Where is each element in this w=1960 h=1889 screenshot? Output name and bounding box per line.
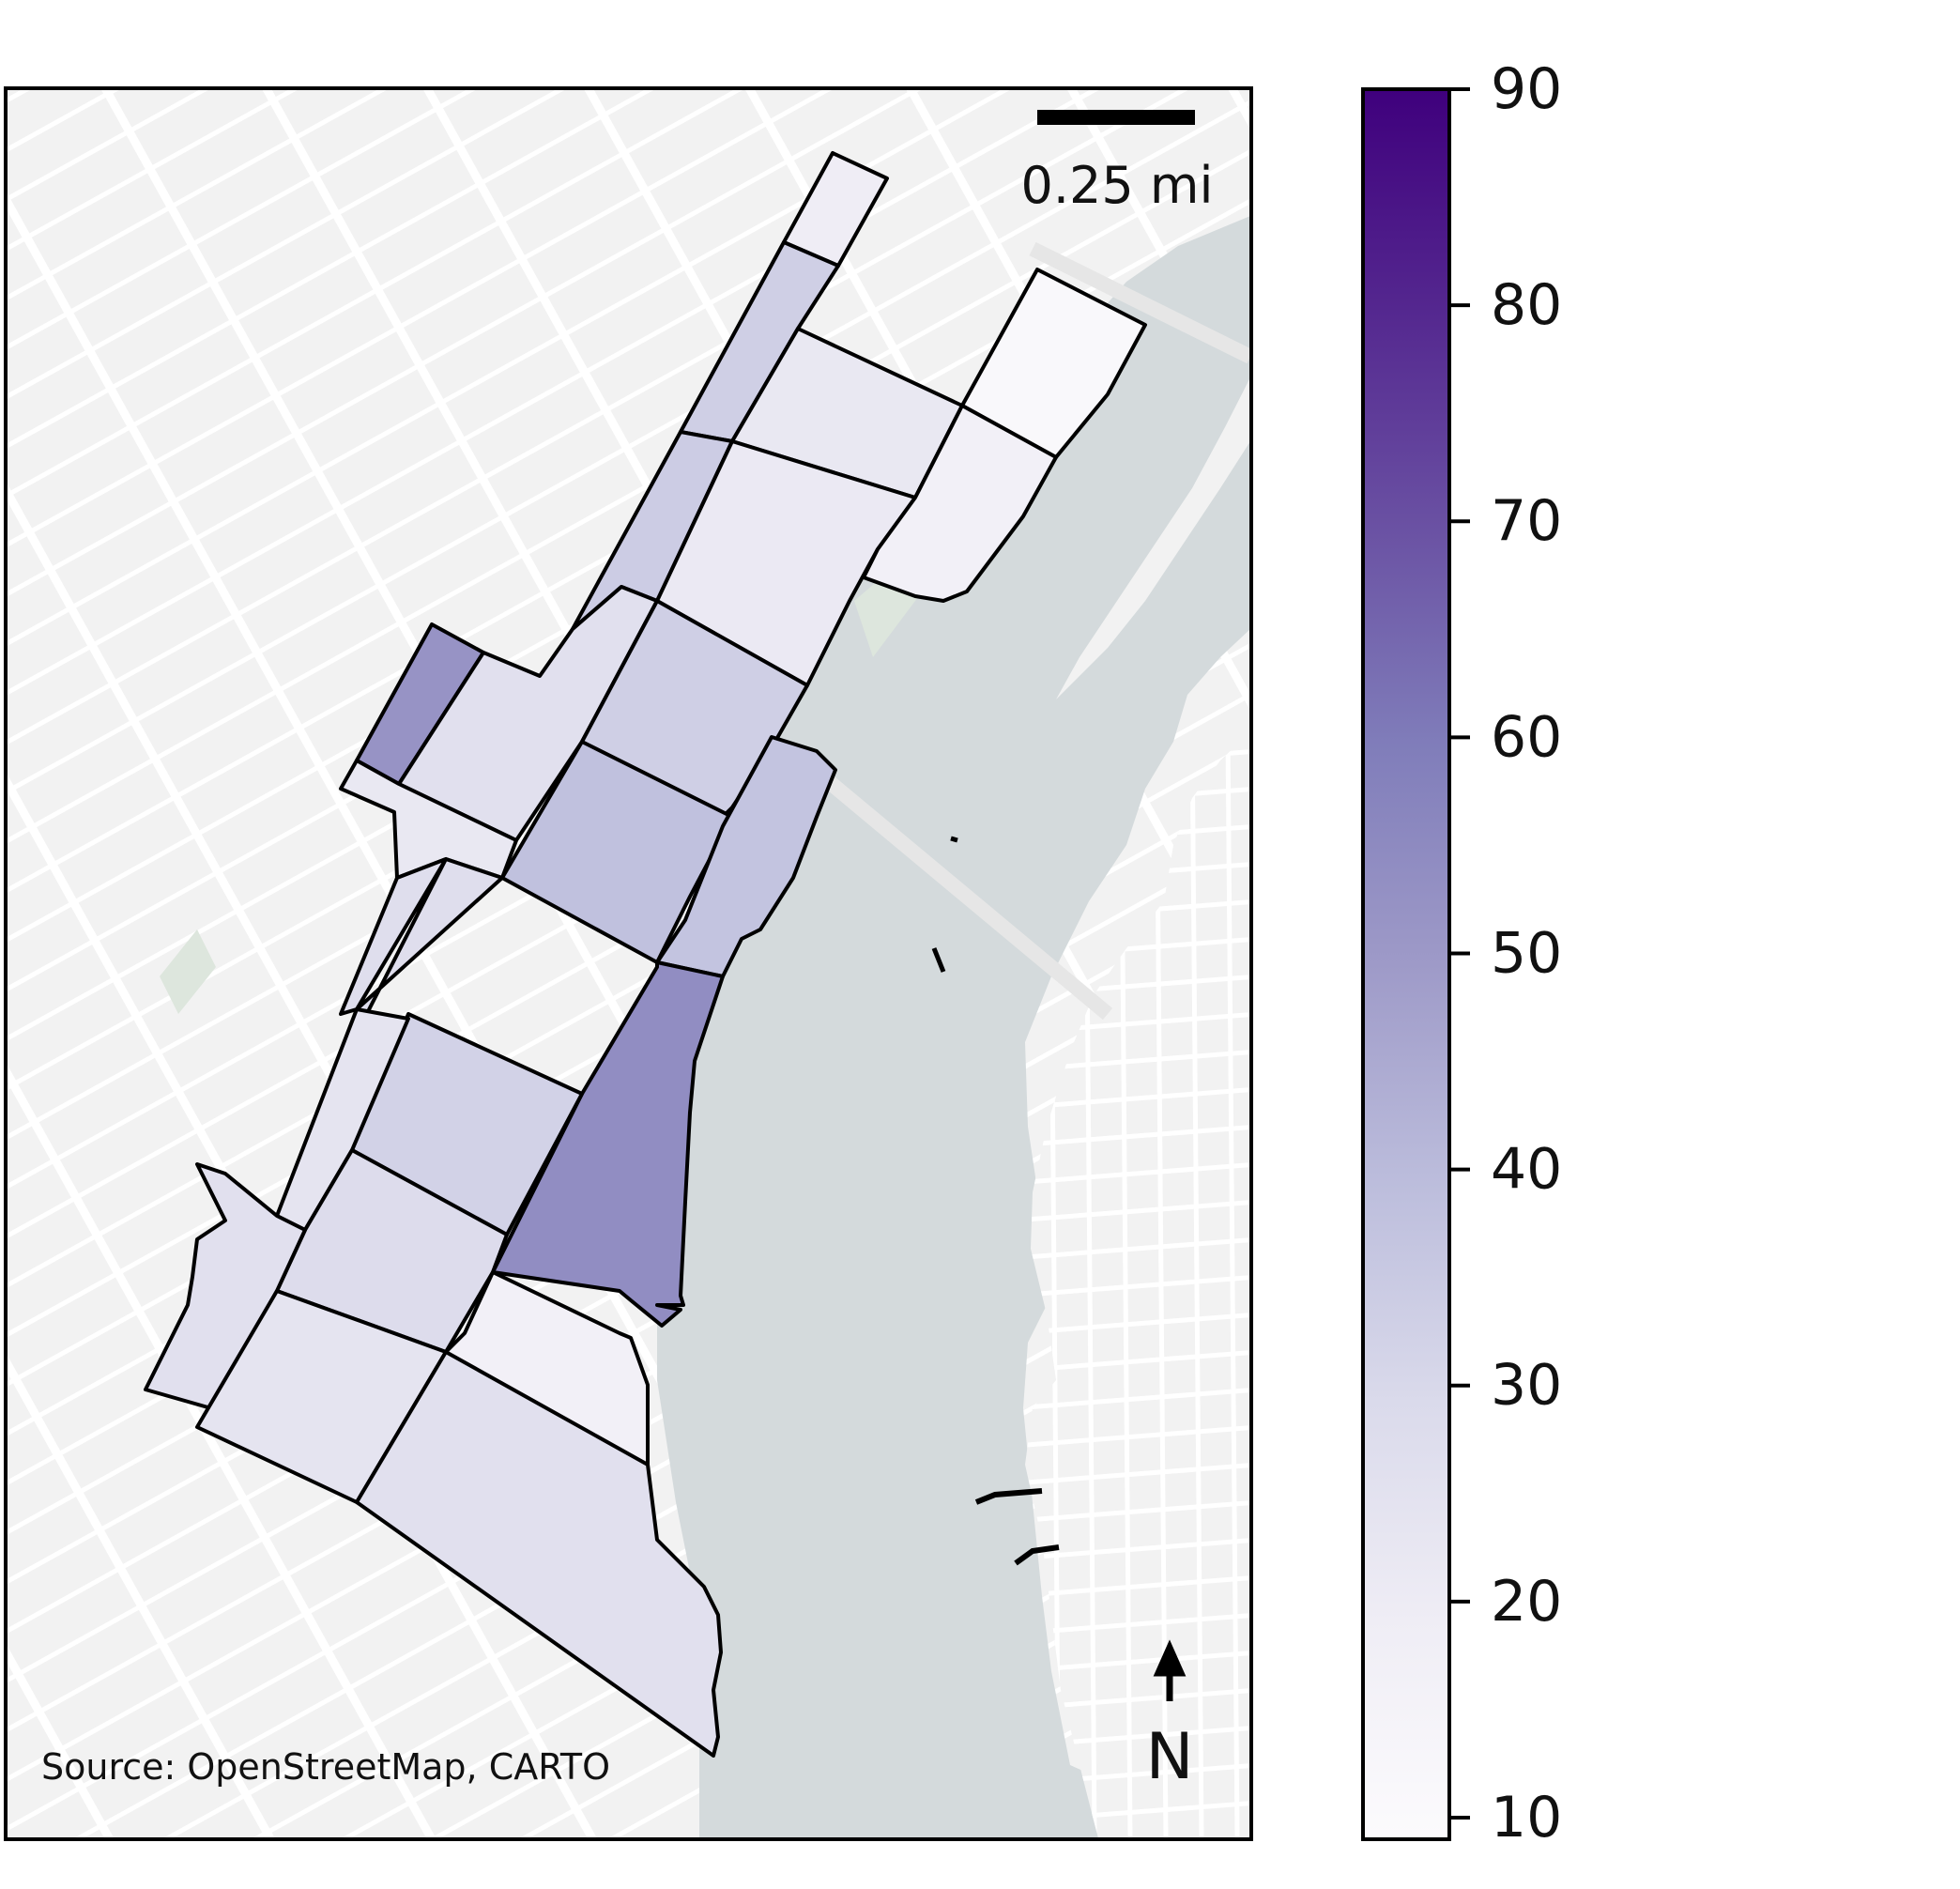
basemap-street: [1189, 732, 1204, 1838]
basemap-street: [7, 89, 1047, 99]
basemap-avenue: [70, 89, 1250, 1838]
basemap-street: [0, 0, 1024, 58]
north-arrow-icon: [1153, 1639, 1187, 1701]
basemap-street: [7, 1024, 1250, 1838]
colorbar-tick-label: 90: [1491, 56, 1562, 122]
colorbar-tick-label: 10: [1491, 1785, 1562, 1851]
colorbar-tick-label: 30: [1491, 1353, 1562, 1419]
attribution-text: Source: OpenStreetMap, CARTO: [41, 1746, 610, 1788]
basemap-street: [7, 89, 1250, 1081]
basemap-street: [7, 89, 1250, 1157]
colorbar-gradient: [1363, 89, 1449, 1839]
basemap-street: [7, 89, 1250, 892]
zone-polygon[interactable]: [439, 1270, 650, 1467]
basemap-street: [0, 0, 1003, 21]
basemap-island: [1056, 377, 1250, 699]
park: [160, 929, 216, 1014]
colorbar-tick-label: 60: [1491, 704, 1562, 770]
north-arrow: N: [1146, 1639, 1194, 1794]
basemap-street: [7, 89, 1250, 817]
colorbar-frame: [1361, 87, 1451, 1841]
zone-polygon[interactable]: [491, 960, 725, 1328]
zone-polygon[interactable]: [355, 1350, 723, 1758]
island-outline: [950, 836, 958, 843]
colorbar-tick-label: 70: [1491, 488, 1562, 554]
bridge: [820, 773, 1113, 1021]
zone-polygon[interactable]: [144, 1162, 307, 1410]
colorbar-tick-label: 50: [1491, 920, 1562, 986]
bridge: [1029, 241, 1250, 364]
pier-outline: [1014, 1544, 1060, 1566]
zone-polygon[interactable]: [655, 735, 837, 978]
colorbar-ticks: 10 20 30 40 50 60 70 80 90: [1449, 56, 1562, 1851]
basemap-street: [7, 89, 1250, 1270]
scale-bar-line: [1037, 110, 1195, 125]
scale-bar-label: 0.25 mi: [1020, 156, 1213, 215]
basemap-avenue: [7, 89, 1250, 1838]
zone-polygon[interactable]: [500, 740, 734, 964]
basemap-street: [7, 89, 1250, 1345]
map-frame: [4, 86, 1253, 1841]
north-arrow-label: N: [1146, 1720, 1194, 1794]
colorbar-tick-label: 20: [1491, 1569, 1562, 1635]
colorbar: 10 20 30 40 50 60 70 80 90: [1361, 56, 1562, 1851]
basemap-street: [7, 89, 1250, 1308]
scale-bar: 0.25 mi: [1020, 110, 1214, 215]
basemap-street: [7, 89, 1250, 1232]
basemap-street: [7, 89, 1250, 1043]
basemap-avenue: [194, 89, 1250, 1800]
choropleth-zones: [144, 151, 1147, 1758]
basemap-street: [7, 89, 1250, 1006]
basemap-street: [7, 89, 1250, 1119]
basemap-street: [1225, 732, 1240, 1838]
basemap-street: [7, 89, 1250, 1194]
basemap-street: [7, 89, 1250, 854]
colorbar-tick-label: 40: [1491, 1137, 1562, 1203]
pier-outline: [931, 947, 946, 973]
basemap-river: [657, 216, 1250, 1838]
pier-outline: [974, 1488, 1043, 1505]
colorbar-tick-label: 80: [1491, 272, 1562, 338]
basemap-street: [1025, 1612, 1250, 1636]
basemap-street: [7, 89, 1250, 968]
zone-polygon[interactable]: [960, 268, 1147, 459]
basemap-street: [7, 89, 1250, 929]
zone-polygon[interactable]: [862, 404, 1058, 603]
